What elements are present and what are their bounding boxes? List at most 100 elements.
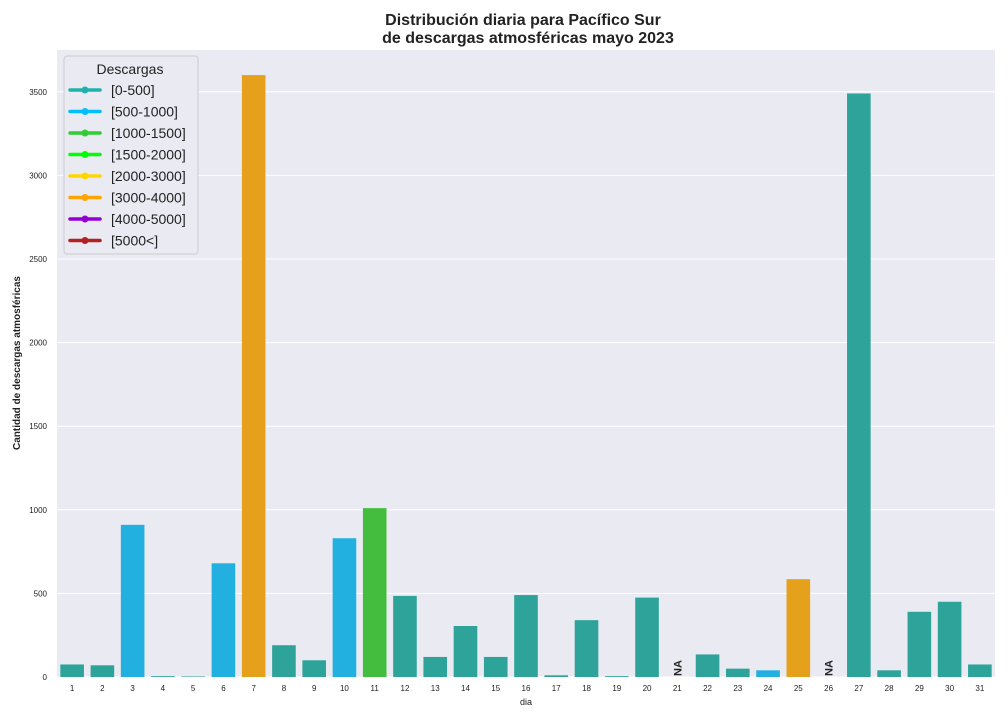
y-tick-label: 1000 [29,506,47,515]
chart-title-line1: Distribución diaria para Pacífico Sur [385,12,661,29]
bar-18 [574,620,599,677]
bar-20 [635,597,659,677]
x-tick-label: 11 [371,684,380,693]
bar-28 [877,670,901,677]
y-tick-label: 0 [43,673,48,682]
x-tick-label: 27 [854,684,863,693]
x-tick-label: 24 [764,684,773,693]
bars: NA NA [60,75,992,678]
bar-5 [181,676,205,677]
x-tick-label: 9 [312,684,317,693]
legend-item: [500-1000] [68,104,178,120]
bar-9 [302,660,326,677]
x-tick-label: 29 [915,684,924,693]
bar-29 [907,611,932,677]
bar-25 [786,579,811,677]
x-tick-label: 15 [491,684,500,693]
legend-marker [81,172,89,180]
legend-marker [81,215,89,223]
legend-item: [4000-5000] [68,211,186,227]
x-tick-label: 14 [461,684,470,693]
x-tick-label: 8 [282,684,287,693]
bar-16 [514,595,538,677]
bar-6 [211,563,236,677]
x-tick-label: 12 [401,684,410,693]
legend-marker [81,86,89,94]
bar-19 [604,676,629,677]
legend-title: Descargas [97,61,164,77]
legend-item: [0-500] [68,82,155,98]
legend-label: [0-500] [111,82,155,98]
bar-17 [544,675,569,677]
bar-11 [362,508,387,677]
y-tick-label: 3500 [29,88,47,97]
bar-23 [726,668,750,677]
x-tick-label: 21 [673,684,682,693]
legend-marker [81,108,89,115]
y-axis-label: Cantidad de descargas atmosféricas [12,276,23,450]
legend-items: [0-500] [500-1000] [1000-1500] [1500-2000] [… [68,82,186,249]
x-tick-label: 31 [975,684,984,693]
legend-marker [81,237,89,244]
legend-marker [81,151,89,158]
legend-label: [1000-1500] [111,125,186,141]
x-tick-label: 28 [885,684,894,693]
x-tick-label: 25 [794,684,803,693]
legend-label: [2000-3000] [111,168,186,184]
bar-15 [483,656,508,677]
bar-3 [120,524,145,677]
bar-13 [423,656,448,677]
legend-item: [3000-4000] [68,190,186,206]
bar-8 [272,645,296,677]
x-tick-label: 7 [251,684,256,693]
legend-box [63,55,199,255]
legend-label: [3000-4000] [111,190,186,206]
na-label: NA [824,660,836,676]
bar-31 [968,664,992,677]
bar-24 [756,670,780,677]
bar-14 [453,626,478,677]
y-tick-label: 3000 [29,171,47,180]
legend-label: [4000-5000] [111,211,186,227]
x-axis-label: dia [520,697,532,707]
legend-marker [81,129,89,137]
bar-12 [393,595,417,677]
bar-4 [151,676,175,677]
x-tick-label: 26 [824,684,833,693]
legend: Descargas [0-500] [500-1000] [1000-1500] [1… [63,55,199,255]
x-tick-label: 5 [191,684,196,693]
x-tick-label: 3 [130,684,135,693]
x-tick-label: 6 [221,684,226,693]
x-tick-label: 30 [945,684,954,693]
bar-2 [90,665,115,677]
legend-item: [5000<] [68,233,158,249]
y-tick-label: 1500 [29,422,47,431]
x-tick-label: 10 [340,684,349,693]
legend-label: [1500-2000] [111,147,186,163]
bar-27 [847,93,871,678]
legend-item: [1500-2000] [68,147,186,163]
x-tick-label: 1 [70,684,75,693]
y-tick-label: 500 [34,589,48,598]
x-tick-label: 2 [100,684,105,693]
x-tick-label: 17 [552,684,561,693]
legend-item: [2000-3000] [68,168,186,184]
legend-marker [81,194,89,201]
bar-1 [60,664,84,677]
x-tick-label: 13 [431,684,440,693]
legend-label: [500-1000] [111,104,178,120]
x-tick-label: 4 [161,684,166,693]
x-tick-label: 18 [582,684,591,693]
x-tick-label: 16 [522,684,531,693]
chart-title-line2: de descargas atmosféricas mayo 2023 [382,30,674,47]
na-label: NA [672,660,684,676]
x-tick-label: 23 [733,684,742,693]
bar-30 [937,601,962,677]
legend-item: [1000-1500] [68,125,186,141]
x-tick-label: 22 [703,684,712,693]
legend-label: [5000<] [111,233,158,249]
x-tick-label: 20 [643,684,652,693]
bar-7 [241,75,266,677]
